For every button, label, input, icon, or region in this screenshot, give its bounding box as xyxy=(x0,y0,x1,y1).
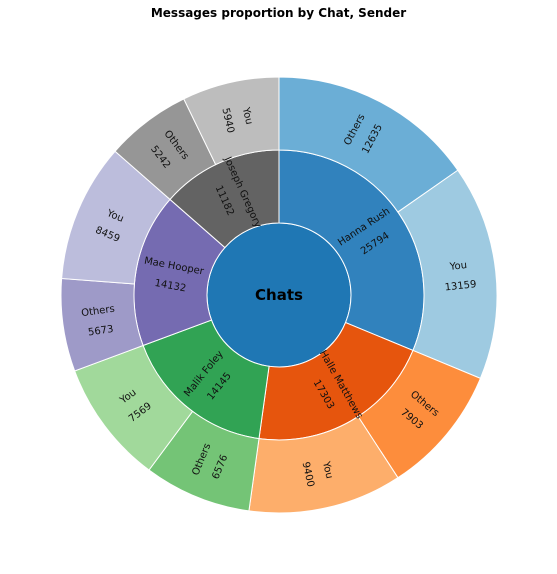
center-label: Chats xyxy=(255,286,303,304)
sender-label-hanna-rush-you: You13159 xyxy=(442,259,477,293)
sender-label-mae-hooper-others: Others5673 xyxy=(81,304,119,339)
sunburst-segments xyxy=(60,76,498,514)
sender-segment-joseph-gregory-you xyxy=(183,76,280,166)
sender-label-halle-matthews-you: You9400 xyxy=(300,457,336,489)
chart-title: Messages proportion by Chat, Sender xyxy=(150,6,407,20)
